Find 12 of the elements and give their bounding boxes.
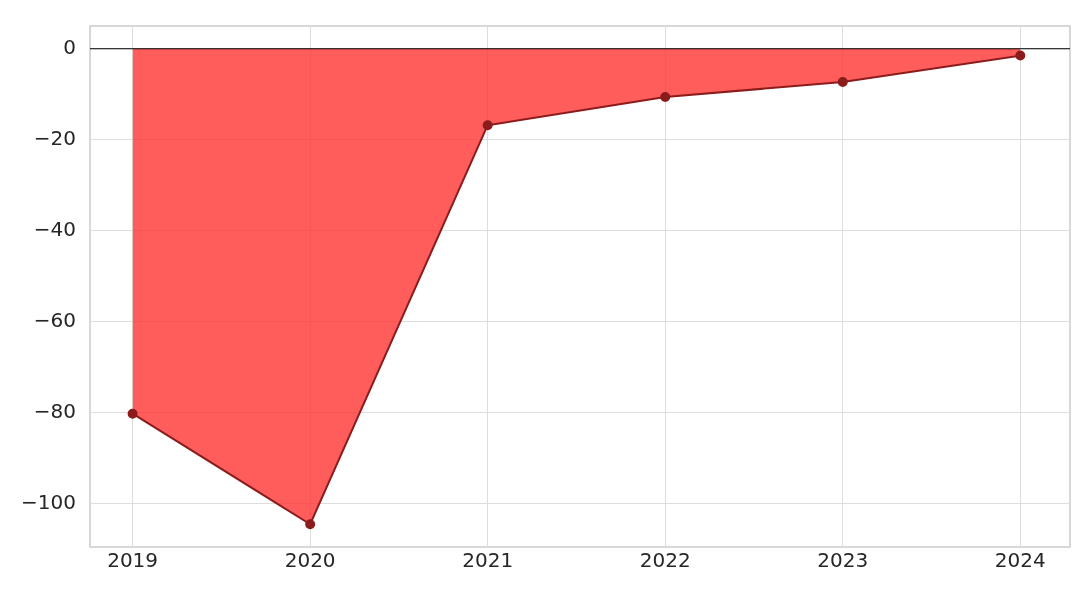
y-tick-label: −20 (33, 125, 76, 150)
x-tick-label: 2019 (107, 548, 159, 573)
y-tick-label: −40 (33, 216, 76, 241)
y-tick-label: 0 (63, 34, 76, 59)
y-tick-label: −60 (33, 307, 76, 332)
x-tick-label: 2023 (817, 548, 869, 573)
x-tick-label: 2022 (639, 548, 691, 573)
y-tick-label: −80 (33, 398, 76, 423)
y-tick-label: −100 (21, 489, 76, 514)
x-tick-label: 2020 (284, 548, 336, 573)
x-tick-label: 2024 (994, 548, 1046, 573)
x-tick-label: 2021 (462, 548, 514, 573)
